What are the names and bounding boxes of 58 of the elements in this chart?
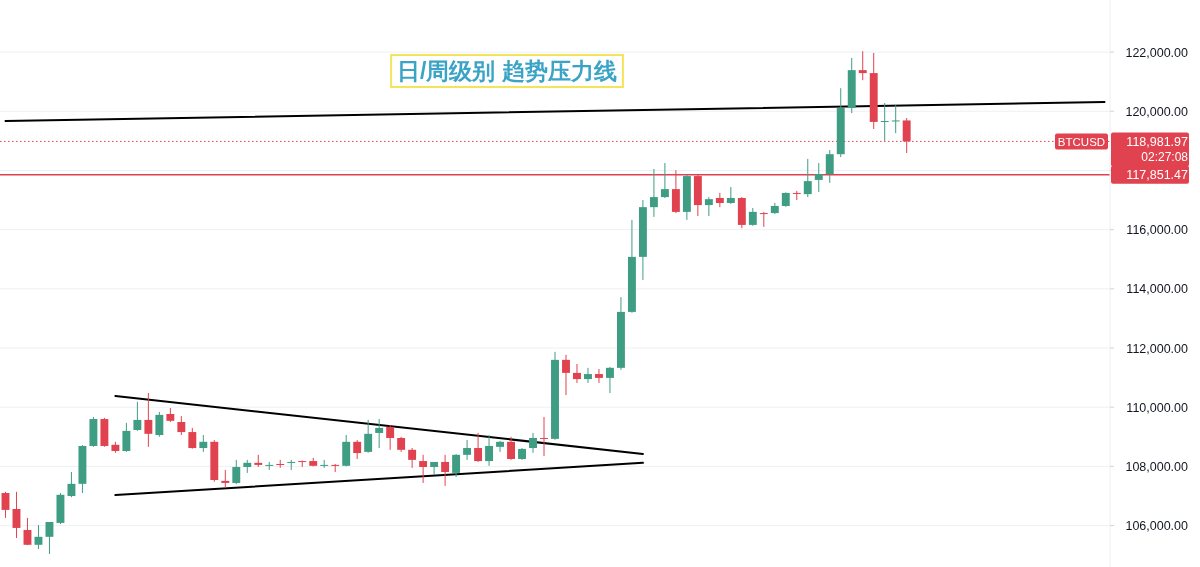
candlestick (540, 416, 548, 457)
candlestick (452, 453, 461, 478)
candlestick (891, 104, 900, 134)
candlestick (364, 419, 373, 454)
candlestick (287, 459, 296, 471)
candlestick (858, 50, 867, 81)
candlestick (485, 434, 494, 467)
candlestick (353, 439, 362, 460)
candlestick (803, 158, 812, 198)
y-tick-label: 122,000.00 (1125, 45, 1189, 60)
candlestick (825, 149, 834, 184)
candlestick (386, 424, 395, 451)
y-tick-label: 106,000.00 (1125, 519, 1189, 534)
candlestick (573, 363, 581, 384)
y-tick-label: 114,000.00 (1126, 282, 1189, 297)
candlestick (144, 392, 153, 448)
y-tick-label: 112,000.00 (1126, 341, 1189, 356)
candlestick (342, 434, 351, 467)
candlestick (133, 401, 142, 432)
candlestick (704, 196, 713, 217)
candlestick (430, 461, 439, 476)
candlestick (649, 168, 658, 218)
candlestick (660, 162, 669, 199)
candlestick (715, 192, 724, 208)
candlestick (507, 436, 515, 461)
y-tick-label: 116,000.00 (1126, 223, 1189, 238)
candlestick (562, 354, 570, 396)
candlestick (23, 517, 32, 546)
candlestick (408, 447, 417, 469)
candlestick (529, 432, 537, 454)
candlestick (880, 102, 889, 142)
candlestick (595, 368, 603, 384)
candlestick (155, 411, 164, 438)
candlestick (463, 439, 472, 461)
ref-line-label: 117,851.47 (1126, 168, 1189, 183)
candlestick (177, 415, 186, 436)
ref-line-label: 118,981.97 (1126, 134, 1189, 149)
candlestick (375, 418, 384, 449)
candlestick (221, 469, 230, 489)
y-tick-label: 108,000.00 (1125, 459, 1189, 474)
candlestick (122, 422, 131, 453)
candlestick (496, 440, 505, 453)
candlestick (584, 367, 592, 384)
annotation: BTCUSD (1057, 135, 1106, 148)
candlestick (188, 427, 197, 450)
text: 02:27:08 (1141, 150, 1189, 165)
candlestick (474, 432, 483, 463)
text: 日/周级别 趋势压力线 (397, 58, 617, 84)
candlestick (45, 521, 54, 555)
y-tick-label: 120,000.00 (1125, 104, 1189, 119)
candlestick (605, 366, 614, 394)
y-tick-label: 110,000.00 (1126, 400, 1189, 415)
candlestick (232, 459, 241, 485)
candlestick (67, 471, 76, 498)
candlestick (814, 162, 823, 193)
candlestick (759, 211, 768, 228)
candlestick (441, 454, 450, 487)
candlestick (419, 454, 428, 484)
